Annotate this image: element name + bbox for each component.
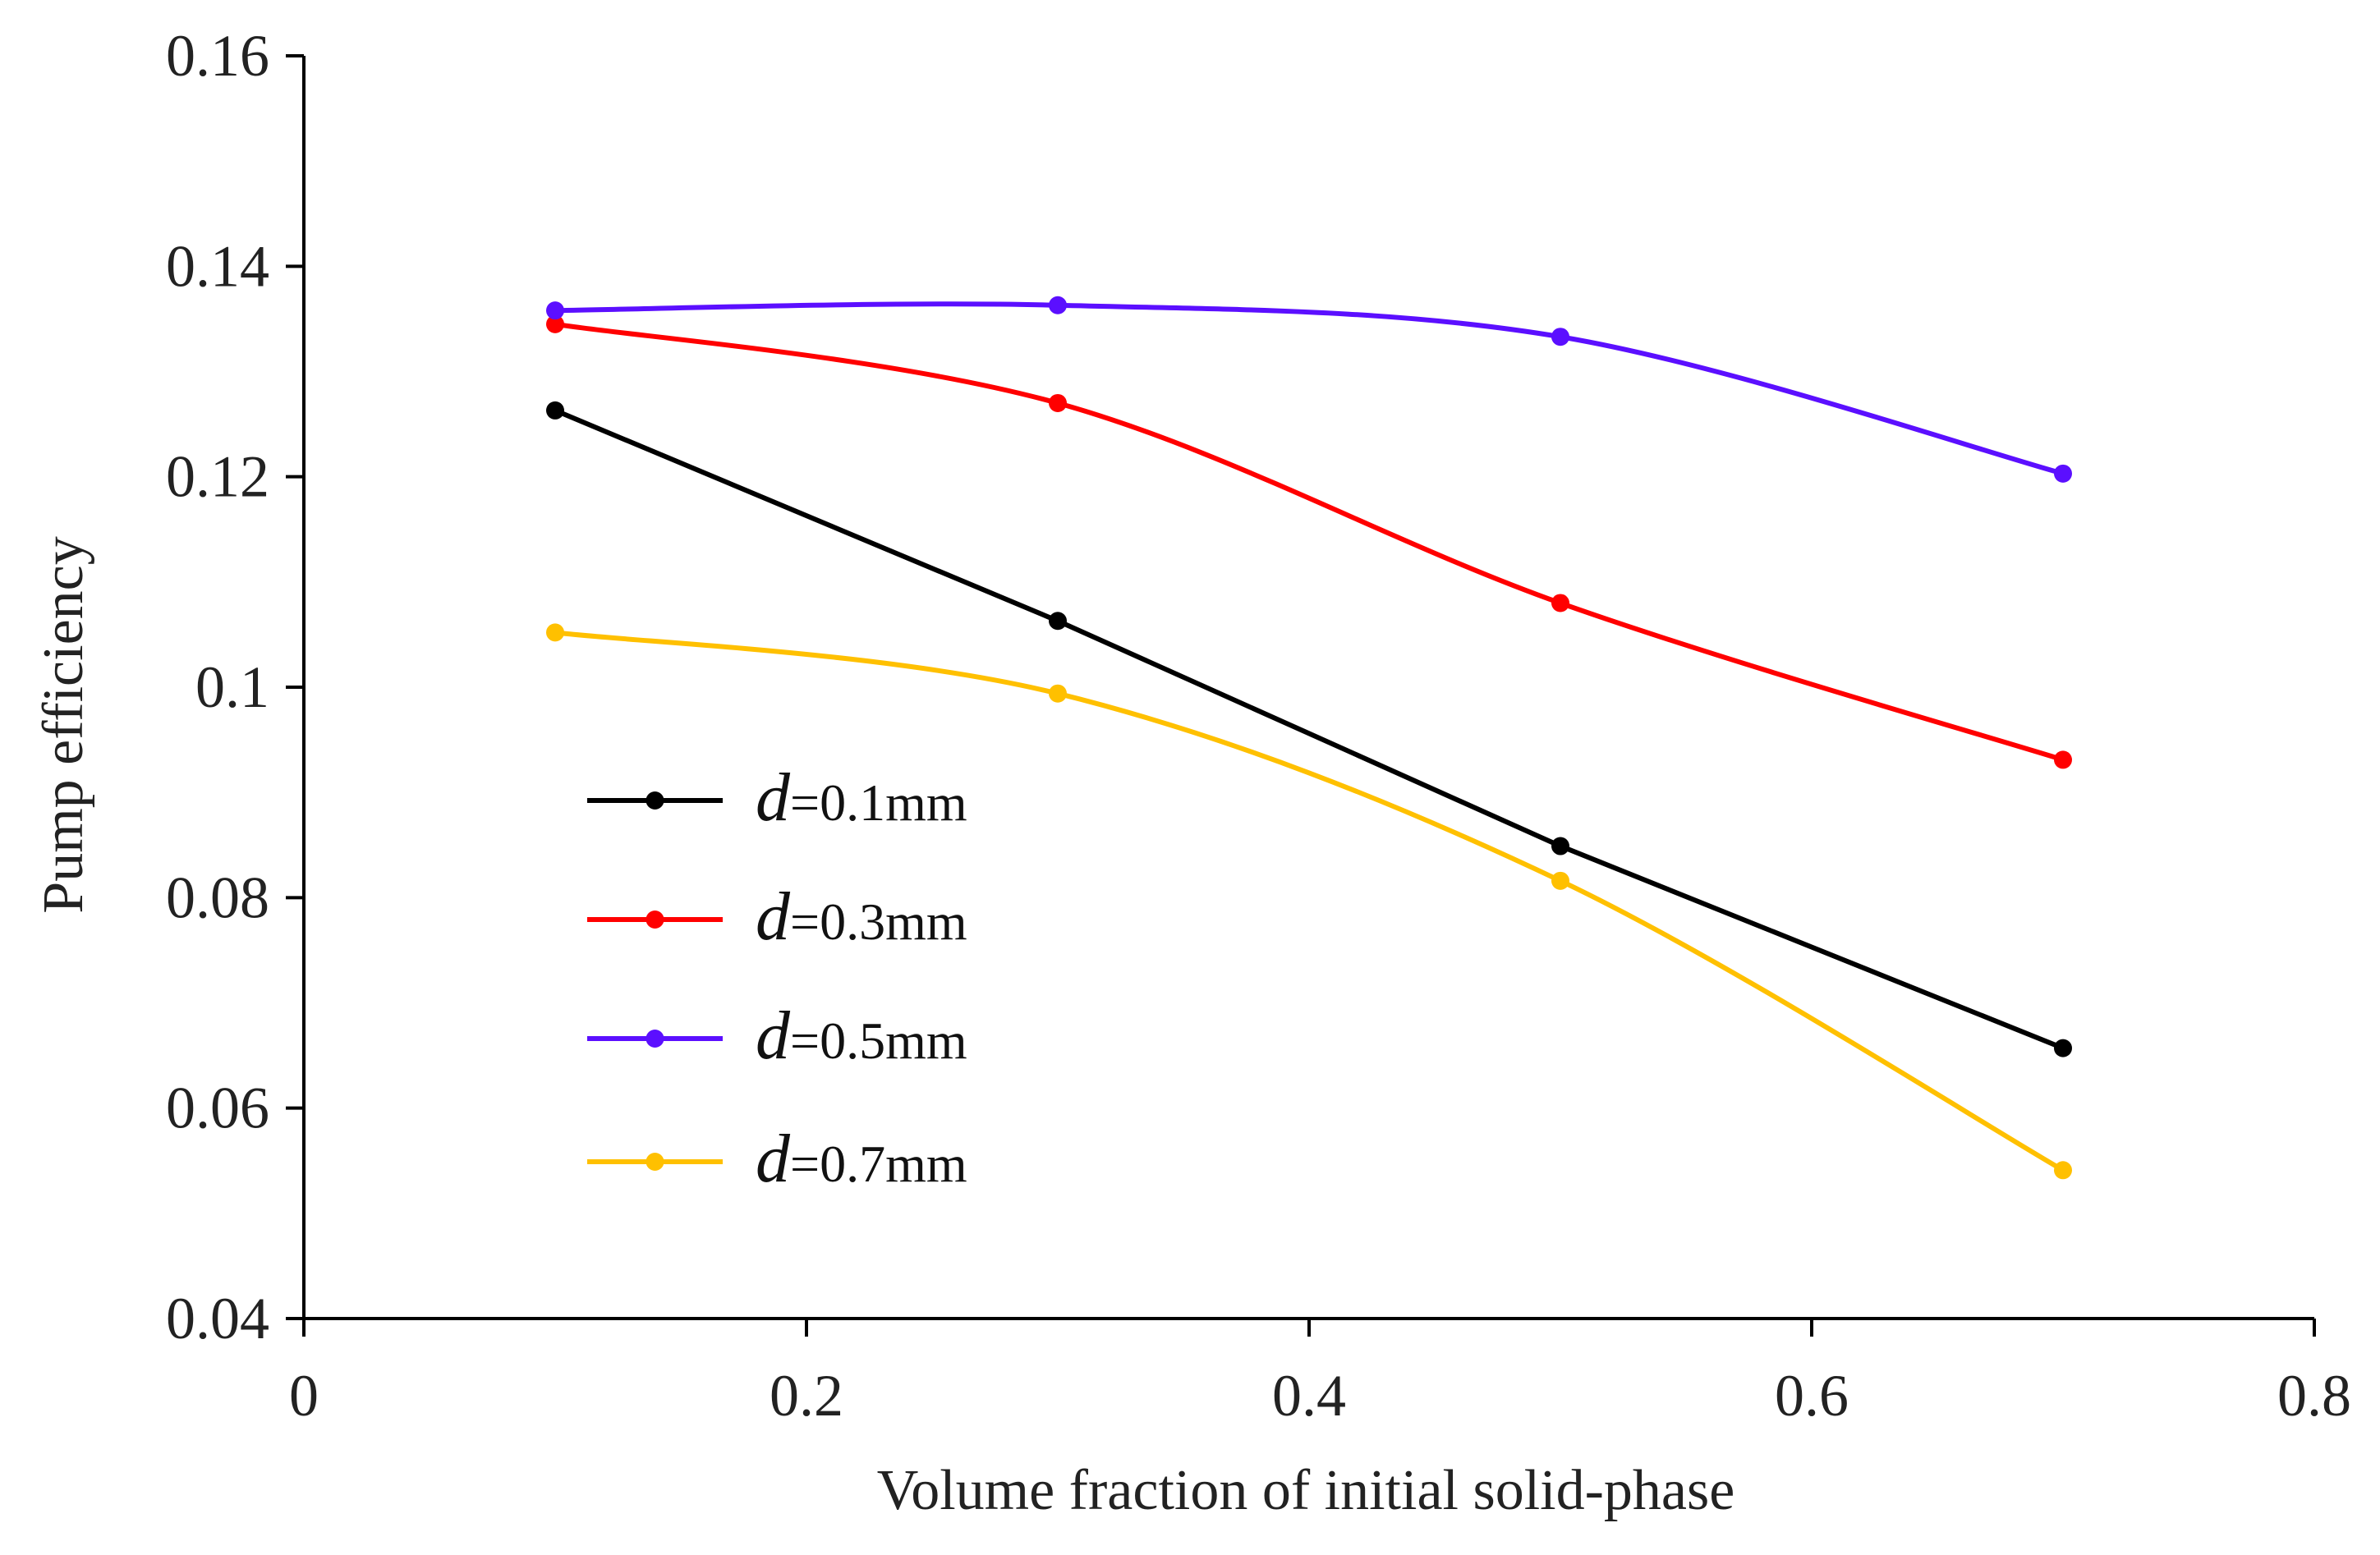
legend-symbol: d xyxy=(756,878,791,955)
series-layer xyxy=(546,296,2072,1180)
legend-label: d=0.7mm xyxy=(756,1121,967,1197)
data-point xyxy=(1049,296,1067,314)
data-point xyxy=(2054,1039,2072,1057)
y-axis-title: Pump efficiency xyxy=(32,536,95,913)
data-point xyxy=(1049,612,1067,631)
data-point xyxy=(546,301,564,320)
series-line xyxy=(554,301,2064,476)
y-tick-label: 0.08 xyxy=(166,865,269,930)
x-tick-label: 0.2 xyxy=(770,1363,843,1429)
legend-value: =0.1mm xyxy=(790,773,967,832)
series-line xyxy=(554,321,2064,763)
legend-entry: d=0.3mm xyxy=(587,878,967,955)
legend-symbol: d xyxy=(756,998,791,1074)
legend-swatch-marker xyxy=(646,911,664,929)
series-4 xyxy=(546,623,2072,1180)
legend-label: d=0.5mm xyxy=(756,998,967,1074)
data-point xyxy=(2054,1161,2072,1180)
y-tick-label: 0.1 xyxy=(195,654,269,720)
x-tick-label: 0 xyxy=(289,1363,319,1429)
y-tick-label: 0.06 xyxy=(166,1076,269,1141)
series-line xyxy=(554,408,2065,1051)
legend-entry: d=0.7mm xyxy=(587,1121,967,1197)
data-point xyxy=(2054,464,2072,483)
data-point xyxy=(546,401,564,420)
x-tick-label: 0.4 xyxy=(1272,1363,1346,1429)
legend-entry: d=0.5mm xyxy=(587,998,967,1074)
data-point xyxy=(1551,328,1569,346)
x-tick-label: 0.8 xyxy=(2277,1363,2351,1429)
data-point xyxy=(1551,594,1569,612)
legend-value: =0.5mm xyxy=(790,1011,967,1070)
x-tick-label: 0.6 xyxy=(1775,1363,1849,1429)
series-line xyxy=(554,630,2065,1172)
y-tick-label: 0.12 xyxy=(166,444,269,510)
y-tick-label: 0.04 xyxy=(166,1286,269,1351)
x-axis-title: Volume fraction of initial solid-phase xyxy=(877,1459,1735,1522)
legend-value: =0.7mm xyxy=(790,1135,967,1193)
legend-value: =0.3mm xyxy=(790,892,967,951)
legend-swatch-marker xyxy=(646,1153,664,1171)
y-tick-label: 0.14 xyxy=(166,233,269,299)
legend-label: d=0.3mm xyxy=(756,878,967,955)
legend-label: d=0.1mm xyxy=(756,759,967,836)
legend-symbol: d xyxy=(756,1121,791,1197)
axes: 0.04 0.06 0.08 0.1 0.12 0.14 0.16 0 0.2 0.4 0.6 0.8 xyxy=(166,23,2351,1429)
data-point xyxy=(546,314,564,333)
data-point xyxy=(1049,393,1067,412)
data-point xyxy=(2054,750,2072,769)
series-3 xyxy=(546,296,2072,483)
data-point xyxy=(1049,684,1067,703)
data-point xyxy=(1551,871,1569,890)
legend-swatch-marker xyxy=(646,1030,664,1048)
series-1 xyxy=(546,401,2072,1057)
series-2 xyxy=(546,314,2072,769)
data-point xyxy=(1551,837,1569,855)
legend-entry: d=0.1mm xyxy=(587,759,967,836)
legend-symbol: d xyxy=(756,759,791,836)
data-point xyxy=(546,623,564,642)
y-tick-label: 0.16 xyxy=(166,23,269,89)
legend-swatch-marker xyxy=(646,791,664,810)
